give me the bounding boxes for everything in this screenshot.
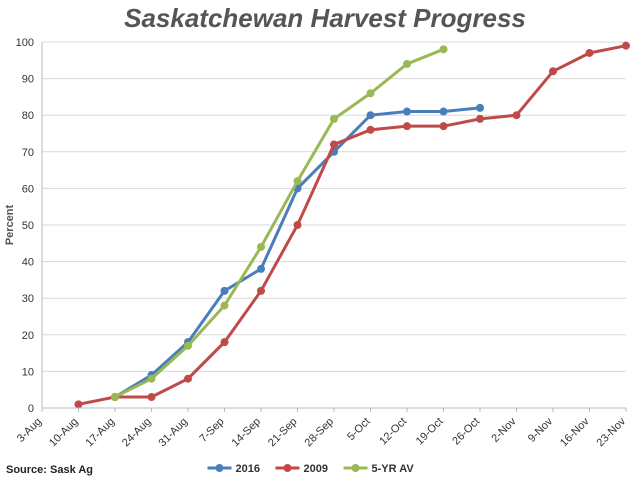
y-tick-label: 30 — [22, 293, 34, 305]
legend-label: 5-YR AV — [372, 463, 415, 475]
series-line — [114, 47, 445, 399]
series-line — [114, 106, 481, 399]
data-point — [476, 103, 484, 112]
y-tick-label: 40 — [22, 257, 34, 269]
data-point — [293, 221, 302, 229]
x-tick-label: 24-Aug — [120, 416, 154, 450]
data-point — [622, 41, 630, 50]
data-point — [257, 286, 265, 295]
x-tick-label: 26-Oct — [450, 416, 482, 448]
data-point — [512, 111, 521, 120]
x-tick-label: 31-Aug — [157, 416, 191, 450]
legend-marker — [351, 464, 360, 472]
data-point — [293, 177, 302, 186]
y-tick-label: 80 — [22, 110, 34, 122]
y-tick-label: 20 — [22, 330, 34, 342]
data-point — [257, 264, 265, 273]
data-point — [549, 67, 557, 76]
data-point — [184, 374, 192, 383]
x-tick-label: 21-Sep — [266, 416, 300, 450]
data-point — [220, 286, 229, 295]
y-tick-label: 60 — [22, 183, 34, 195]
y-tick-label: 50 — [22, 220, 34, 232]
data-point — [403, 107, 411, 116]
data-point — [439, 122, 448, 131]
x-tick-label: 16-Nov — [558, 415, 592, 449]
x-tick-label: 12-Oct — [377, 416, 409, 448]
chart-title: Saskatchewan Harvest Progress — [124, 3, 526, 33]
x-tick-label: 2-Nov — [489, 415, 519, 445]
data-point — [585, 48, 594, 57]
data-point — [257, 242, 265, 251]
data-point — [439, 107, 448, 116]
y-tick-label: 0 — [28, 403, 34, 415]
x-tick-label: 23-Nov — [595, 415, 629, 449]
legend-label: 2009 — [304, 463, 328, 475]
data-point — [366, 125, 375, 134]
data-point — [366, 111, 375, 120]
x-tick-label: 3-Aug — [15, 416, 44, 445]
data-point — [403, 59, 411, 68]
data-point — [330, 114, 338, 123]
data-point — [111, 393, 119, 402]
legend-marker — [215, 464, 224, 472]
x-tick-label: 7-Sep — [197, 416, 226, 445]
series-line — [78, 44, 627, 406]
data-point — [330, 140, 338, 149]
x-tick-label: 5-Oct — [345, 416, 373, 444]
legend-label: 2016 — [236, 463, 260, 475]
x-tick-label: 19-Oct — [414, 416, 446, 448]
data-point — [403, 122, 411, 131]
y-tick-label: 100 — [16, 37, 34, 49]
y-tick-label: 10 — [22, 366, 34, 378]
data-point — [74, 400, 83, 409]
y-tick-label: 70 — [22, 147, 34, 159]
x-tick-label: 28-Sep — [303, 416, 337, 450]
x-tick-label: 17-Aug — [84, 416, 118, 450]
y-axis-label: Percent — [4, 204, 16, 245]
data-point — [220, 301, 229, 310]
source: Source: Sask Ag — [6, 464, 93, 476]
x-tick-label: 9-Nov — [526, 415, 556, 445]
x-tick-label: 10-Aug — [47, 416, 81, 450]
data-point — [220, 338, 229, 347]
legend-marker — [283, 464, 292, 472]
y-tick-label: 90 — [22, 74, 34, 86]
x-tick-label: 14-Sep — [230, 416, 264, 450]
data-point — [366, 89, 375, 98]
data-point — [147, 374, 156, 383]
data-point — [476, 114, 484, 123]
data-point — [439, 45, 448, 54]
data-point — [147, 393, 156, 402]
data-point — [184, 341, 192, 350]
